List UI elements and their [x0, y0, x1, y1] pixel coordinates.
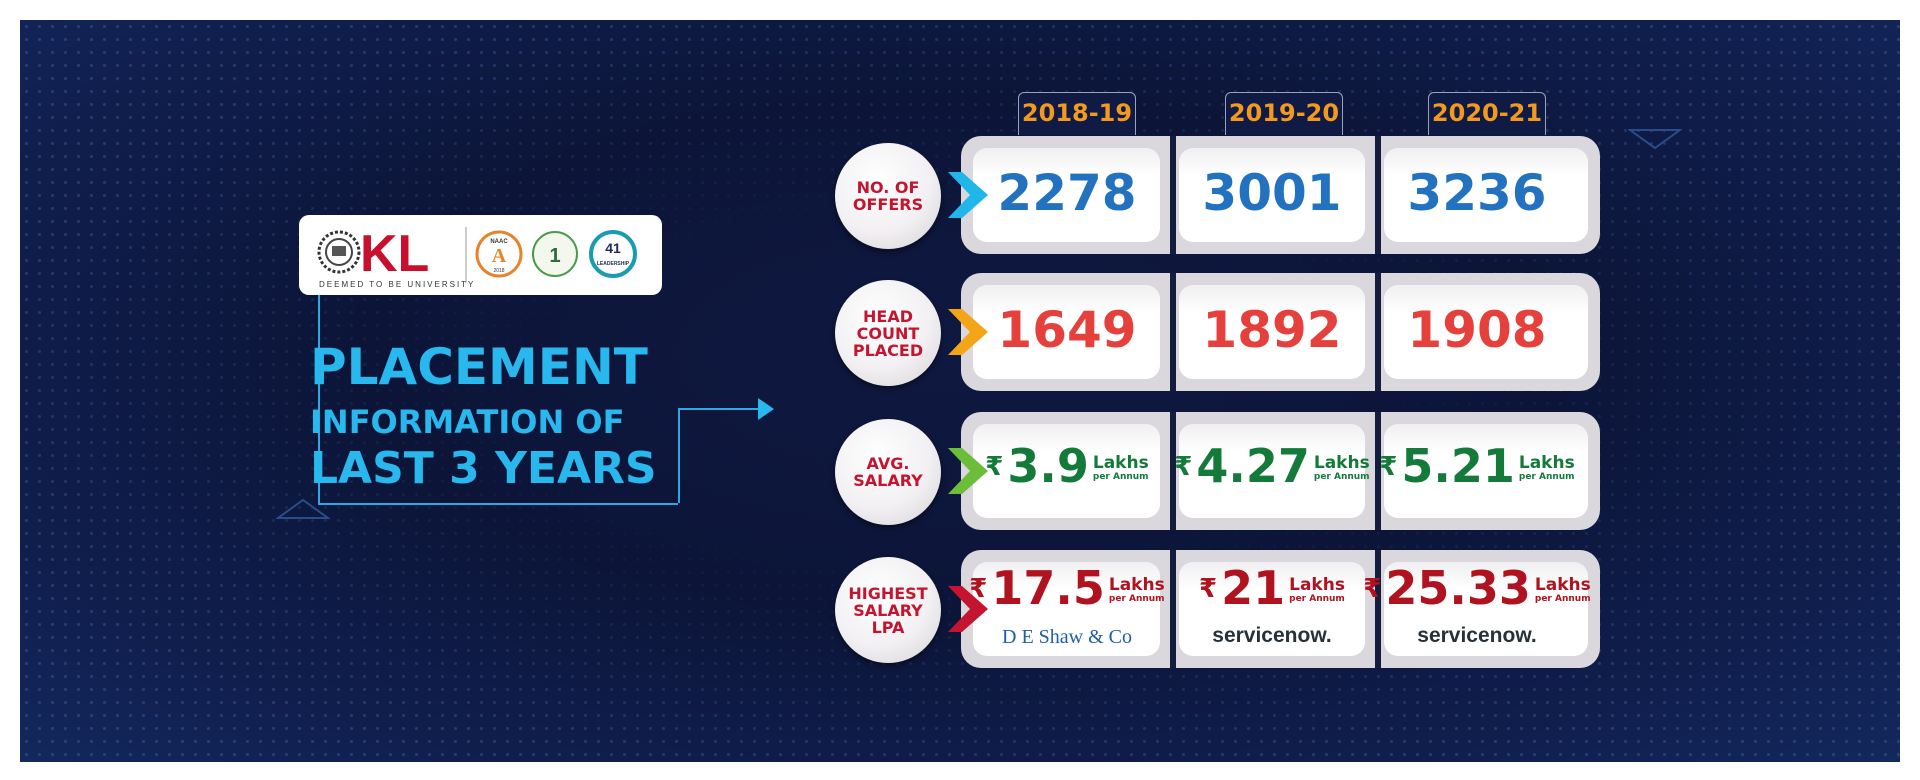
svg-text:41: 41 — [605, 240, 621, 256]
headcount-chevron-icon — [948, 309, 988, 355]
offers-chevron-icon — [948, 172, 988, 218]
kl-subtitle-text: DEEMED TO BE UNIVERSITY — [319, 280, 475, 289]
highest-salary-2018-19: ₹ 17.5 Lakhs per Annum — [969, 561, 1165, 615]
triangle-decoration-icon — [1628, 129, 1682, 150]
svg-text:2018: 2018 — [493, 268, 504, 274]
rupee-icon: ₹ — [1379, 452, 1398, 482]
rupee-icon: ₹ — [985, 452, 1004, 482]
headcount-2018-19: 1649 — [997, 301, 1137, 359]
years-leadership-icon: 41 LEADERSHIP — [589, 230, 637, 278]
highest-salary-label-badge: HIGHEST SALARY LPA — [835, 557, 941, 663]
highest-salary-chevron-icon — [948, 586, 988, 632]
highest-salary-2020-21: ₹ 25.33 Lakhs per Annum — [1363, 561, 1591, 615]
naac-icon: NAAC A 2018 — [475, 230, 523, 278]
kl-brand-text: KL — [360, 225, 429, 283]
avg-salary-label-badge: AVG. SALARY — [835, 419, 941, 525]
title-line-2: INFORMATION OF — [310, 403, 625, 441]
pointer-arrow-icon — [758, 398, 774, 420]
offers-label-badge: NO. OF OFFERS — [835, 143, 941, 249]
avg-salary-chevron-icon — [948, 448, 988, 494]
company-logo-servicenow: servicenow. — [1417, 624, 1537, 647]
rupee-icon: ₹ — [1199, 574, 1218, 604]
rupee-icon: ₹ — [1363, 574, 1382, 604]
offers-2020-21: 3236 — [1407, 164, 1547, 222]
avg-salary-2019-20: ₹ 4.27 Lakhs per Annum — [1174, 439, 1370, 493]
highest-salary-2019-20: ₹ 21 Lakhs per Annum — [1199, 561, 1345, 615]
headcount-label-badge: HEAD COUNT PLACED — [835, 280, 941, 386]
university-emblem-icon — [317, 230, 361, 274]
title-line-1: PLACEMENT — [310, 338, 648, 396]
company-logo-servicenow: servicenow. — [1212, 624, 1332, 647]
svg-text:1: 1 — [549, 245, 560, 267]
background-dot-pattern — [20, 20, 1900, 762]
headcount-2019-20: 1892 — [1202, 301, 1342, 359]
placement-banner — [20, 20, 1900, 762]
title-line-3: LAST 3 YEARS — [310, 443, 657, 494]
svg-text:NAAC: NAAC — [490, 239, 508, 245]
rank-1-icon: 1 — [532, 231, 578, 277]
offers-row: 2278 3001 3236 — [961, 136, 1600, 254]
triangle-decoration-icon — [276, 498, 330, 519]
highest-salary-row: ₹ 17.5 Lakhs per Annum ₹ 21 Lakhs per Annu… — [961, 550, 1600, 668]
headcount-row: 1649 1892 1908 — [961, 273, 1600, 391]
avg-salary-row: ₹ 3.9 Lakhs per Annum ₹ 4.27 Lakhs per Ann… — [961, 412, 1600, 530]
kl-university-logo: KL DEEMED TO BE UNIVERSITY NAAC A 2018 1… — [317, 225, 637, 289]
title-frame-left — [318, 295, 320, 503]
year-tab-2018-19: 2018-19 — [1018, 92, 1136, 135]
avg-salary-2018-19: ₹ 3.9 Lakhs per Annum — [985, 439, 1149, 493]
year-tab-2020-21: 2020-21 — [1428, 92, 1546, 135]
avg-salary-2020-21: ₹ 5.21 Lakhs per Annum — [1379, 439, 1575, 493]
university-logo-card: KL DEEMED TO BE UNIVERSITY NAAC A 2018 1… — [299, 215, 662, 295]
pointer-line — [678, 408, 758, 410]
offers-2019-20: 3001 — [1202, 164, 1342, 222]
title-frame-right — [678, 408, 680, 503]
svg-text:A: A — [492, 245, 507, 267]
rupee-icon: ₹ — [1174, 452, 1193, 482]
offers-2018-19: 2278 — [997, 164, 1137, 222]
year-tab-2019-20: 2019-20 — [1225, 92, 1343, 135]
headcount-2020-21: 1908 — [1407, 301, 1547, 359]
company-logo-deshaw: D E Shaw & Co — [1002, 626, 1132, 648]
svg-text:LEADERSHIP: LEADERSHIP — [597, 261, 630, 267]
title-frame-bottom — [318, 503, 678, 505]
